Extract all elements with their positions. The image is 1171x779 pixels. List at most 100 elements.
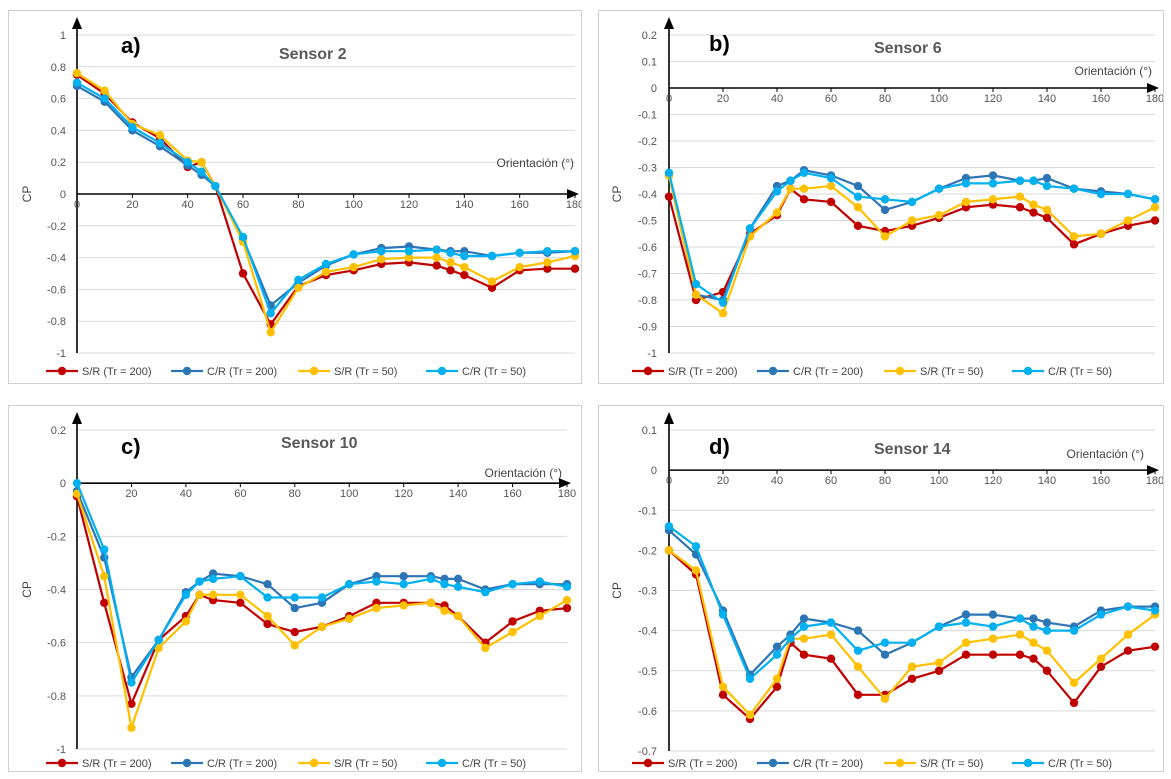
y-tick-label: 0	[60, 478, 66, 490]
data-point	[961, 638, 971, 647]
data-point	[853, 690, 863, 700]
data-point	[1029, 614, 1038, 623]
chart-svg: -1-0.9-0.8-0.7-0.6-0.5-0.4-0.3-0.2-0.100…	[610, 17, 1163, 378]
data-point	[290, 641, 299, 650]
data-point	[266, 309, 275, 318]
data-point	[426, 598, 436, 607]
data-point	[508, 579, 517, 589]
data-point	[183, 158, 192, 167]
data-point	[718, 309, 728, 318]
legend-label: S/R (Tr = 200)	[668, 758, 738, 770]
data-point	[432, 245, 441, 254]
y-tick-label: 0.4	[51, 125, 66, 137]
data-point	[195, 590, 204, 600]
data-point	[718, 610, 728, 619]
chart-title: Sensor 2	[279, 46, 347, 63]
x-tick-label: 60	[825, 93, 837, 105]
data-point	[399, 572, 408, 581]
data-point	[290, 603, 299, 613]
legend-label: S/R (Tr = 200)	[82, 758, 152, 770]
data-point	[988, 171, 998, 180]
x-tick-label: 180	[558, 488, 576, 500]
data-point	[1015, 650, 1025, 659]
legend-marker	[437, 758, 447, 768]
data-point	[772, 642, 782, 651]
data-point	[562, 595, 572, 605]
data-point	[100, 94, 109, 103]
y-tick-label: 0.2	[51, 425, 66, 437]
data-point	[853, 626, 863, 635]
series-line	[667, 175, 1156, 316]
data-point	[1096, 189, 1106, 199]
data-point	[238, 269, 248, 278]
x-tick-label: 160	[503, 488, 521, 500]
data-point	[460, 251, 469, 261]
data-point	[562, 582, 572, 592]
data-point	[1069, 232, 1079, 241]
legend-label: C/R (Tr = 200)	[793, 758, 863, 770]
x-tick-label: 0	[74, 199, 80, 211]
data-point	[691, 290, 701, 299]
x-tick-label: 100	[930, 475, 948, 487]
y-tick-label: 0.6	[51, 94, 66, 106]
data-point	[155, 138, 165, 148]
legend-label: C/R (Tr = 200)	[207, 758, 277, 770]
data-point	[1015, 614, 1025, 623]
legend-marker	[768, 758, 778, 768]
legend-marker	[437, 366, 447, 376]
y-tick-label: -0.5	[638, 216, 657, 228]
series-line	[75, 490, 567, 680]
data-point	[100, 572, 109, 581]
data-point	[664, 546, 674, 555]
data-point	[487, 283, 497, 293]
data-point	[718, 298, 728, 307]
x-axis-arrow-icon	[1147, 83, 1159, 93]
legend-label: S/R (Tr = 200)	[82, 366, 152, 378]
data-point	[988, 634, 998, 643]
data-point	[961, 197, 971, 207]
y-tick-label: 0.1	[642, 57, 657, 69]
data-point	[1029, 654, 1038, 663]
data-point	[460, 262, 469, 272]
data-point	[127, 699, 136, 709]
legend-marker	[182, 758, 192, 768]
y-tick-label: -0.1	[638, 505, 657, 517]
data-point	[440, 606, 449, 615]
chart-svg: -1-0.8-0.6-0.4-0.200.2020406080100120140…	[20, 412, 576, 770]
x-tick-label: 100	[344, 199, 362, 211]
chart-svg: -0.7 -0.6 -0.5 -0.4 -0.3 -0.2 -0.1 0 0.1 0 20 40 60 8…	[610, 412, 1163, 770]
x-tick-label: 120	[984, 93, 1002, 105]
x-tick-label: 20	[125, 488, 137, 500]
data-point	[961, 610, 971, 619]
panel-label: d)	[709, 434, 730, 459]
data-point	[404, 253, 414, 262]
y-tick-label: -0.6	[638, 242, 657, 254]
y-tick-label: -0.6	[638, 706, 657, 718]
legend-item: S/R (Tr = 200)	[632, 758, 738, 770]
data-point	[1029, 208, 1038, 217]
x-tick-label: 0	[666, 93, 672, 105]
legend-marker	[57, 758, 67, 768]
data-point	[772, 682, 782, 691]
y-tick-label: 0.1	[642, 425, 657, 437]
panel-label: c)	[121, 434, 141, 459]
data-point	[1123, 216, 1133, 225]
legend-item: S/R (Tr = 200)	[632, 366, 738, 378]
legend-label: C/R (Tr = 50)	[1048, 758, 1112, 770]
data-point	[880, 205, 890, 215]
data-point	[880, 650, 890, 659]
data-point	[266, 328, 275, 337]
y-tick-label: 0	[60, 189, 66, 201]
data-point	[453, 574, 463, 584]
x-tick-label: 160	[1092, 93, 1110, 105]
data-point	[961, 179, 971, 188]
x-tick-label: 140	[449, 488, 467, 500]
data-point	[1150, 642, 1160, 651]
data-point	[786, 176, 795, 185]
data-point	[236, 598, 245, 607]
chart-svg: -1 -0.8 -0.6 -0.4 -0.2 0 0.2 0.4 0.6 0.8 1 0 20 40 60 8…	[20, 17, 581, 378]
legend-marker	[1023, 366, 1033, 376]
legend-label: C/R (Tr = 50)	[462, 758, 526, 770]
data-point	[197, 158, 206, 167]
data-point	[508, 617, 517, 626]
